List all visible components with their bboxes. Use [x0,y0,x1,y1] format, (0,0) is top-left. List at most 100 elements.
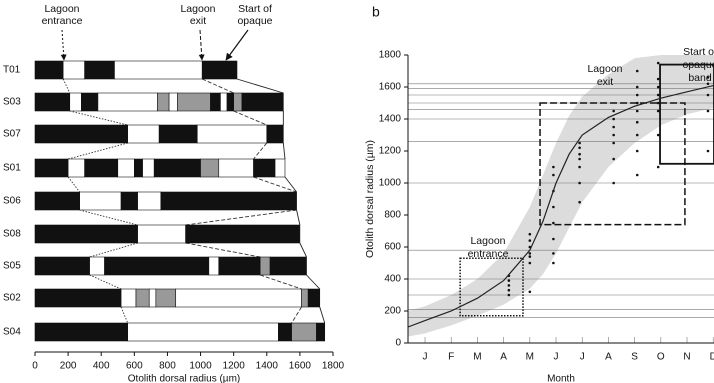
x-tick-label: 600 [126,361,143,372]
bar-segment [218,158,254,178]
point [552,221,555,225]
y-tick-label: 0 [395,338,401,349]
point [528,261,532,265]
bar-segment [34,191,81,211]
x-tick-label: F [448,352,454,363]
annotation: exit [190,15,206,27]
point [635,69,639,73]
point [612,133,615,137]
point [656,61,660,65]
point [656,101,660,105]
connector [253,176,297,193]
annotation: exit [597,76,613,88]
y-tick-label: 1600 [379,82,402,93]
y-axis-label: Otolith dorsal radius (µm) [364,140,376,258]
point [706,149,710,153]
point [578,200,581,204]
point [635,120,639,124]
fit-curve [407,84,714,328]
row-label: S08 [3,229,21,240]
point [552,252,555,255]
bar-segment [301,288,309,308]
connector [202,78,234,94]
point [635,149,639,153]
bar-segment [233,92,243,112]
point [552,261,555,265]
bar-segment [148,288,157,308]
connector [296,209,301,226]
bar-segment [210,92,221,112]
point [578,157,581,161]
point [507,293,511,297]
point [578,146,581,150]
point [552,205,555,209]
bar-segment [168,92,178,112]
x-tick-label: A [500,352,507,363]
bar-segment [34,158,69,178]
box [459,257,524,317]
x-tick-label: 1800 [322,361,345,372]
point [706,76,710,79]
connector [284,176,297,193]
y-tick-label: 800 [384,210,401,221]
bar-segment [84,158,119,178]
bar-segment [127,322,279,342]
bar-segment [278,322,292,342]
x-tick-label: 1400 [256,361,279,372]
bar-segment [208,256,220,276]
annotation: Lagoon [470,235,505,247]
bar-segment [200,158,220,178]
y-tick-label: 400 [384,274,401,285]
y-tick-label: 1200 [379,146,402,157]
x-tick-label: 200 [60,361,77,372]
bar-segment [34,92,71,112]
point [552,165,555,169]
point [552,173,555,177]
connector [236,78,284,94]
bar-segment [269,256,307,276]
bar-segment [220,92,228,112]
point [656,93,660,97]
x-tick-label: M [526,352,534,363]
point [507,284,511,287]
point [612,117,615,121]
x-tick-label: 800 [159,361,176,372]
connector [319,306,326,324]
bar-segment [218,256,261,276]
arrow [225,29,249,61]
point [635,93,639,97]
y-tick-label: 200 [384,306,401,317]
bar-segment [291,322,317,342]
annotation: opaque [237,15,272,27]
row-label: S04 [3,327,21,338]
connector [260,274,302,290]
bar-segment [34,224,138,244]
annotation: entrance [468,248,509,260]
bar-segment [134,158,143,178]
connector [67,176,81,193]
bar-segment [241,92,284,112]
annotation: Lagoon [44,3,79,15]
row-label: S03 [3,97,21,108]
bar-segment [81,92,99,112]
row-label: S07 [3,129,21,140]
bar-segment [34,60,64,80]
point [528,232,532,236]
point [612,157,615,161]
row-label: S01 [3,163,21,174]
arrow [198,29,205,61]
x-tick-label: A [605,352,612,363]
point [528,290,532,294]
point [635,173,639,177]
bar-segment [120,288,137,308]
x-tick-label: 1200 [223,361,246,372]
bar-segment [34,288,122,308]
point [578,152,581,156]
point [635,133,639,137]
connector [67,142,128,160]
point [507,279,511,282]
y-tick-label: 1000 [379,178,402,189]
bar-segment [97,92,158,112]
point [578,165,581,169]
point [578,181,581,185]
